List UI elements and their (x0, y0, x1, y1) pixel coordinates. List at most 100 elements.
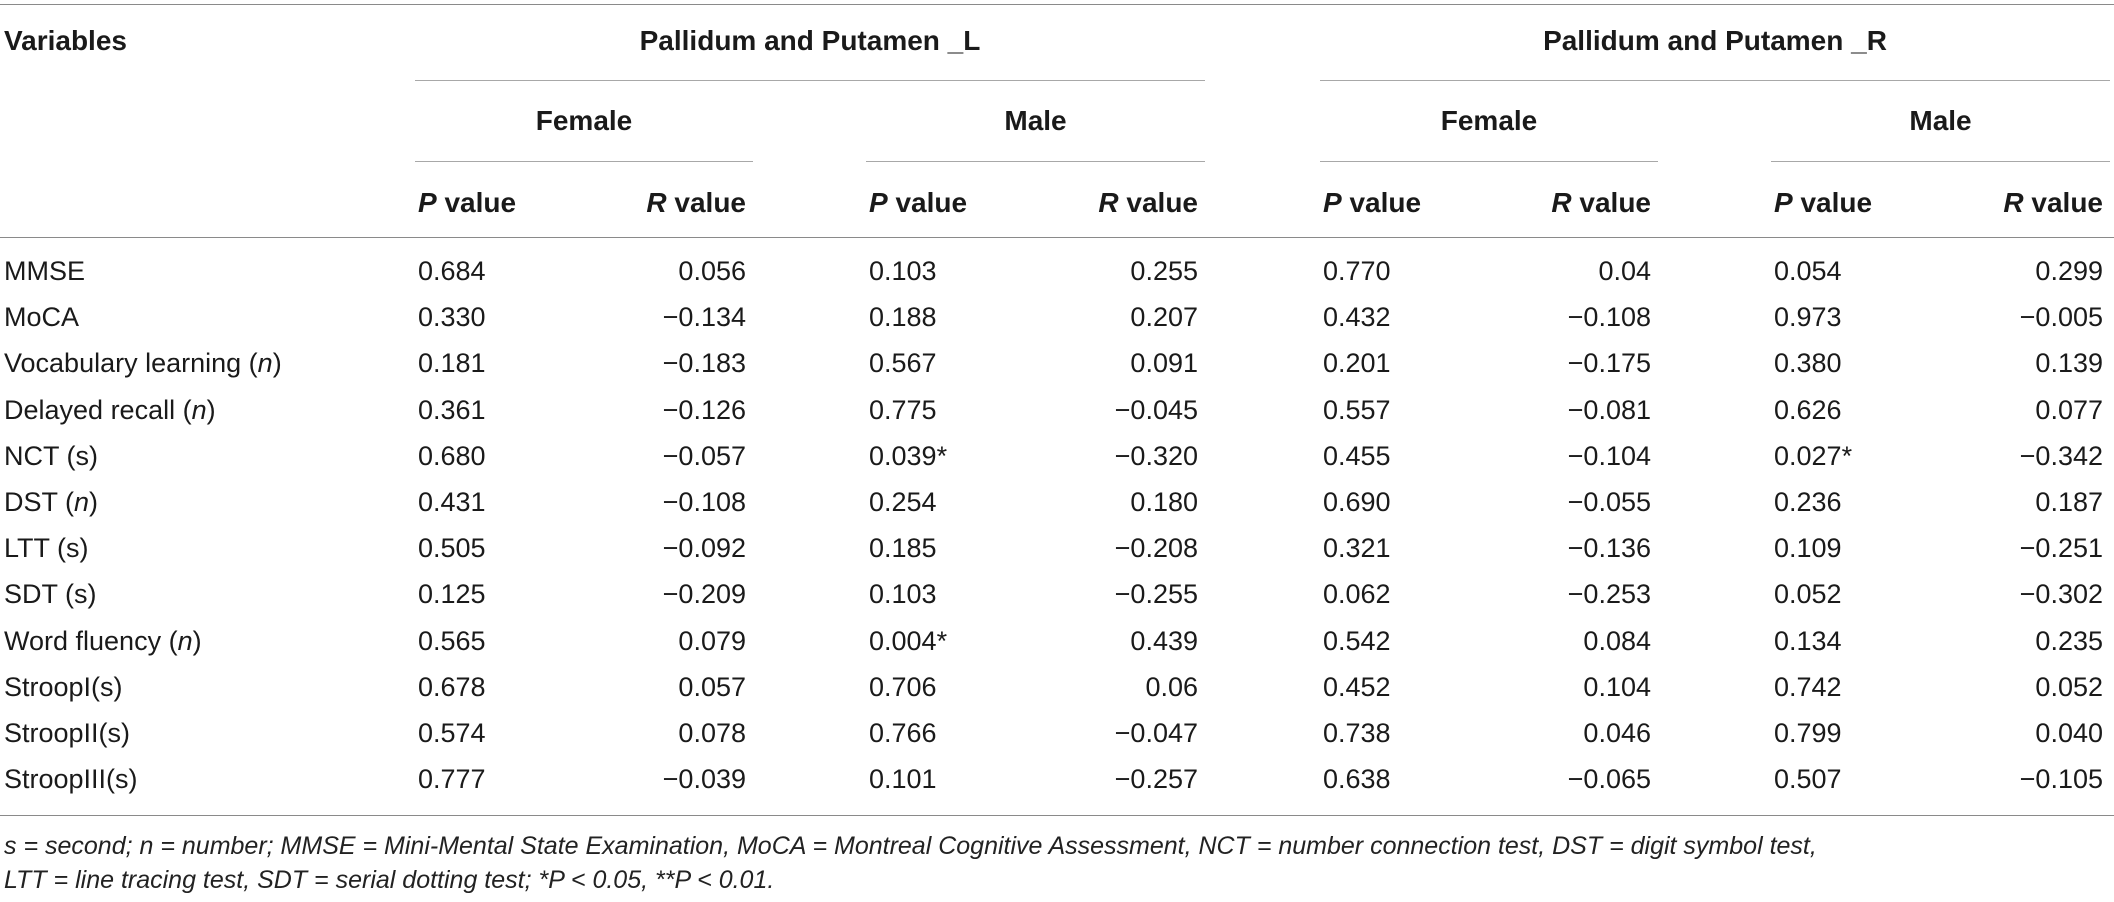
p-value-cell: 0.684 (418, 256, 486, 286)
sex-header-male-left: Male (1004, 105, 1067, 136)
group-header-right: Pallidum and Putamen _R (1543, 25, 1887, 56)
p-value-cell: 0.775 (869, 395, 937, 425)
p-value-cell: 0.103 (869, 256, 937, 286)
p-value-cell: 0.321 (1323, 533, 1391, 563)
p-value-cell: 0.973 (1774, 302, 1842, 332)
p-value-cell: 0.777 (418, 764, 486, 794)
row-variable-label: StroopI(s) (4, 672, 123, 702)
p-value-cell: 0.330 (418, 302, 486, 332)
p-value-cell: 0.062 (1323, 579, 1391, 609)
female-left-underline (415, 161, 753, 162)
r-value-cell: 0.040 (2035, 718, 2103, 748)
row-variable-label: Delayed recall (n) (4, 395, 216, 425)
r-value-cell: 0.077 (2035, 395, 2103, 425)
row-variable-label: Vocabulary learning (n) (4, 348, 282, 378)
row-variable-label: MMSE (4, 256, 85, 286)
p-value-cell: 0.638 (1323, 764, 1391, 794)
r-value-cell: 0.057 (678, 672, 746, 702)
r-value-cell: −0.039 (662, 764, 746, 794)
r-value-cell: 0.084 (1583, 626, 1651, 656)
r-value-cell: −0.092 (662, 533, 746, 563)
p-value-cell: 0.455 (1323, 441, 1391, 471)
sex-header-male-right: Male (1909, 105, 1972, 136)
header-bottom-rule (0, 237, 2114, 238)
p-value-cell: 0.799 (1774, 718, 1842, 748)
p-value-cell: 0.134 (1774, 626, 1842, 656)
r-value-header: R value (646, 187, 746, 218)
r-value-cell: −0.257 (1114, 764, 1198, 794)
p-value-cell: 0.254 (869, 487, 937, 517)
p-value-cell: 0.678 (418, 672, 486, 702)
r-value-header: R value (1551, 187, 1651, 218)
r-value-cell: −0.055 (1567, 487, 1651, 517)
r-value-cell: −0.320 (1114, 441, 1198, 471)
group-left-underline (415, 80, 1205, 81)
r-value-cell: −0.183 (662, 348, 746, 378)
row-variable-label: MoCA (4, 302, 80, 332)
row-variable-label: SDT (s) (4, 579, 97, 609)
r-value-cell: −0.253 (1567, 579, 1651, 609)
p-value-cell: 0.236 (1774, 487, 1842, 517)
p-value-cell: 0.766 (869, 718, 937, 748)
p-value-header: P value (418, 187, 517, 218)
p-value-cell: 0.567 (869, 348, 937, 378)
p-value-cell: 0.542 (1323, 626, 1391, 656)
table-top-rule (0, 4, 2114, 5)
r-value-cell: −0.081 (1567, 395, 1651, 425)
p-value-cell: 0.690 (1323, 487, 1391, 517)
r-value-cell: 0.046 (1583, 718, 1651, 748)
r-value-cell: 0.091 (1130, 348, 1198, 378)
r-value-cell: 0.139 (2035, 348, 2103, 378)
variables-header: Variables (4, 25, 127, 56)
r-value-header: R value (1098, 187, 1198, 218)
r-value-cell: 0.079 (678, 626, 746, 656)
p-value-cell: 0.004* (869, 626, 948, 656)
p-value-header: P value (1323, 187, 1422, 218)
r-value-cell: −0.255 (1114, 579, 1198, 609)
r-value-cell: −0.251 (2019, 533, 2103, 563)
p-value-cell: 0.103 (869, 579, 937, 609)
p-value-cell: 0.052 (1774, 579, 1842, 609)
r-value-cell: −0.057 (662, 441, 746, 471)
r-value-cell: −0.105 (2019, 764, 2103, 794)
footnote-line-2: LTT = line tracing test, SDT = serial do… (4, 866, 775, 894)
r-value-cell: 0.235 (2035, 626, 2103, 656)
male-right-underline (1771, 161, 2110, 162)
p-value-cell: 0.361 (418, 395, 486, 425)
p-value-cell: 0.738 (1323, 718, 1391, 748)
r-value-cell: 0.104 (1583, 672, 1651, 702)
row-variable-label: LTT (s) (4, 533, 89, 563)
r-value-cell: −0.104 (1567, 441, 1651, 471)
p-value-cell: 0.557 (1323, 395, 1391, 425)
r-value-cell: −0.108 (1567, 302, 1651, 332)
p-value-cell: 0.201 (1323, 348, 1391, 378)
p-value-cell: 0.101 (869, 764, 937, 794)
sex-header-female-left: Female (535, 105, 633, 136)
r-value-cell: 0.052 (2035, 672, 2103, 702)
r-value-cell: −0.175 (1567, 348, 1651, 378)
female-right-underline (1320, 161, 1658, 162)
r-value-cell: 0.207 (1130, 302, 1198, 332)
p-value-cell: 0.742 (1774, 672, 1842, 702)
p-value-cell: 0.706 (869, 672, 937, 702)
footnote-line-1: s = second; n = number; MMSE = Mini-Ment… (4, 832, 1817, 860)
r-value-cell: −0.209 (662, 579, 746, 609)
group-header-left: Pallidum and Putamen _L (639, 25, 981, 56)
r-value-cell: −0.065 (1567, 764, 1651, 794)
p-value-cell: 0.452 (1323, 672, 1391, 702)
p-value-cell: 0.125 (418, 579, 486, 609)
p-value-cell: 0.507 (1774, 764, 1842, 794)
r-value-cell: −0.126 (662, 395, 746, 425)
r-value-cell: −0.208 (1114, 533, 1198, 563)
p-value-cell: 0.505 (418, 533, 486, 563)
p-value-header: P value (1774, 187, 1873, 218)
r-value-cell: −0.045 (1114, 395, 1198, 425)
r-value-cell: −0.136 (1567, 533, 1651, 563)
p-value-header: P value (869, 187, 968, 218)
group-right-underline (1320, 80, 2110, 81)
r-value-cell: −0.005 (2019, 302, 2103, 332)
r-value-cell: 0.299 (2035, 256, 2103, 286)
p-value-cell: 0.039* (869, 441, 948, 471)
p-value-cell: 0.770 (1323, 256, 1391, 286)
